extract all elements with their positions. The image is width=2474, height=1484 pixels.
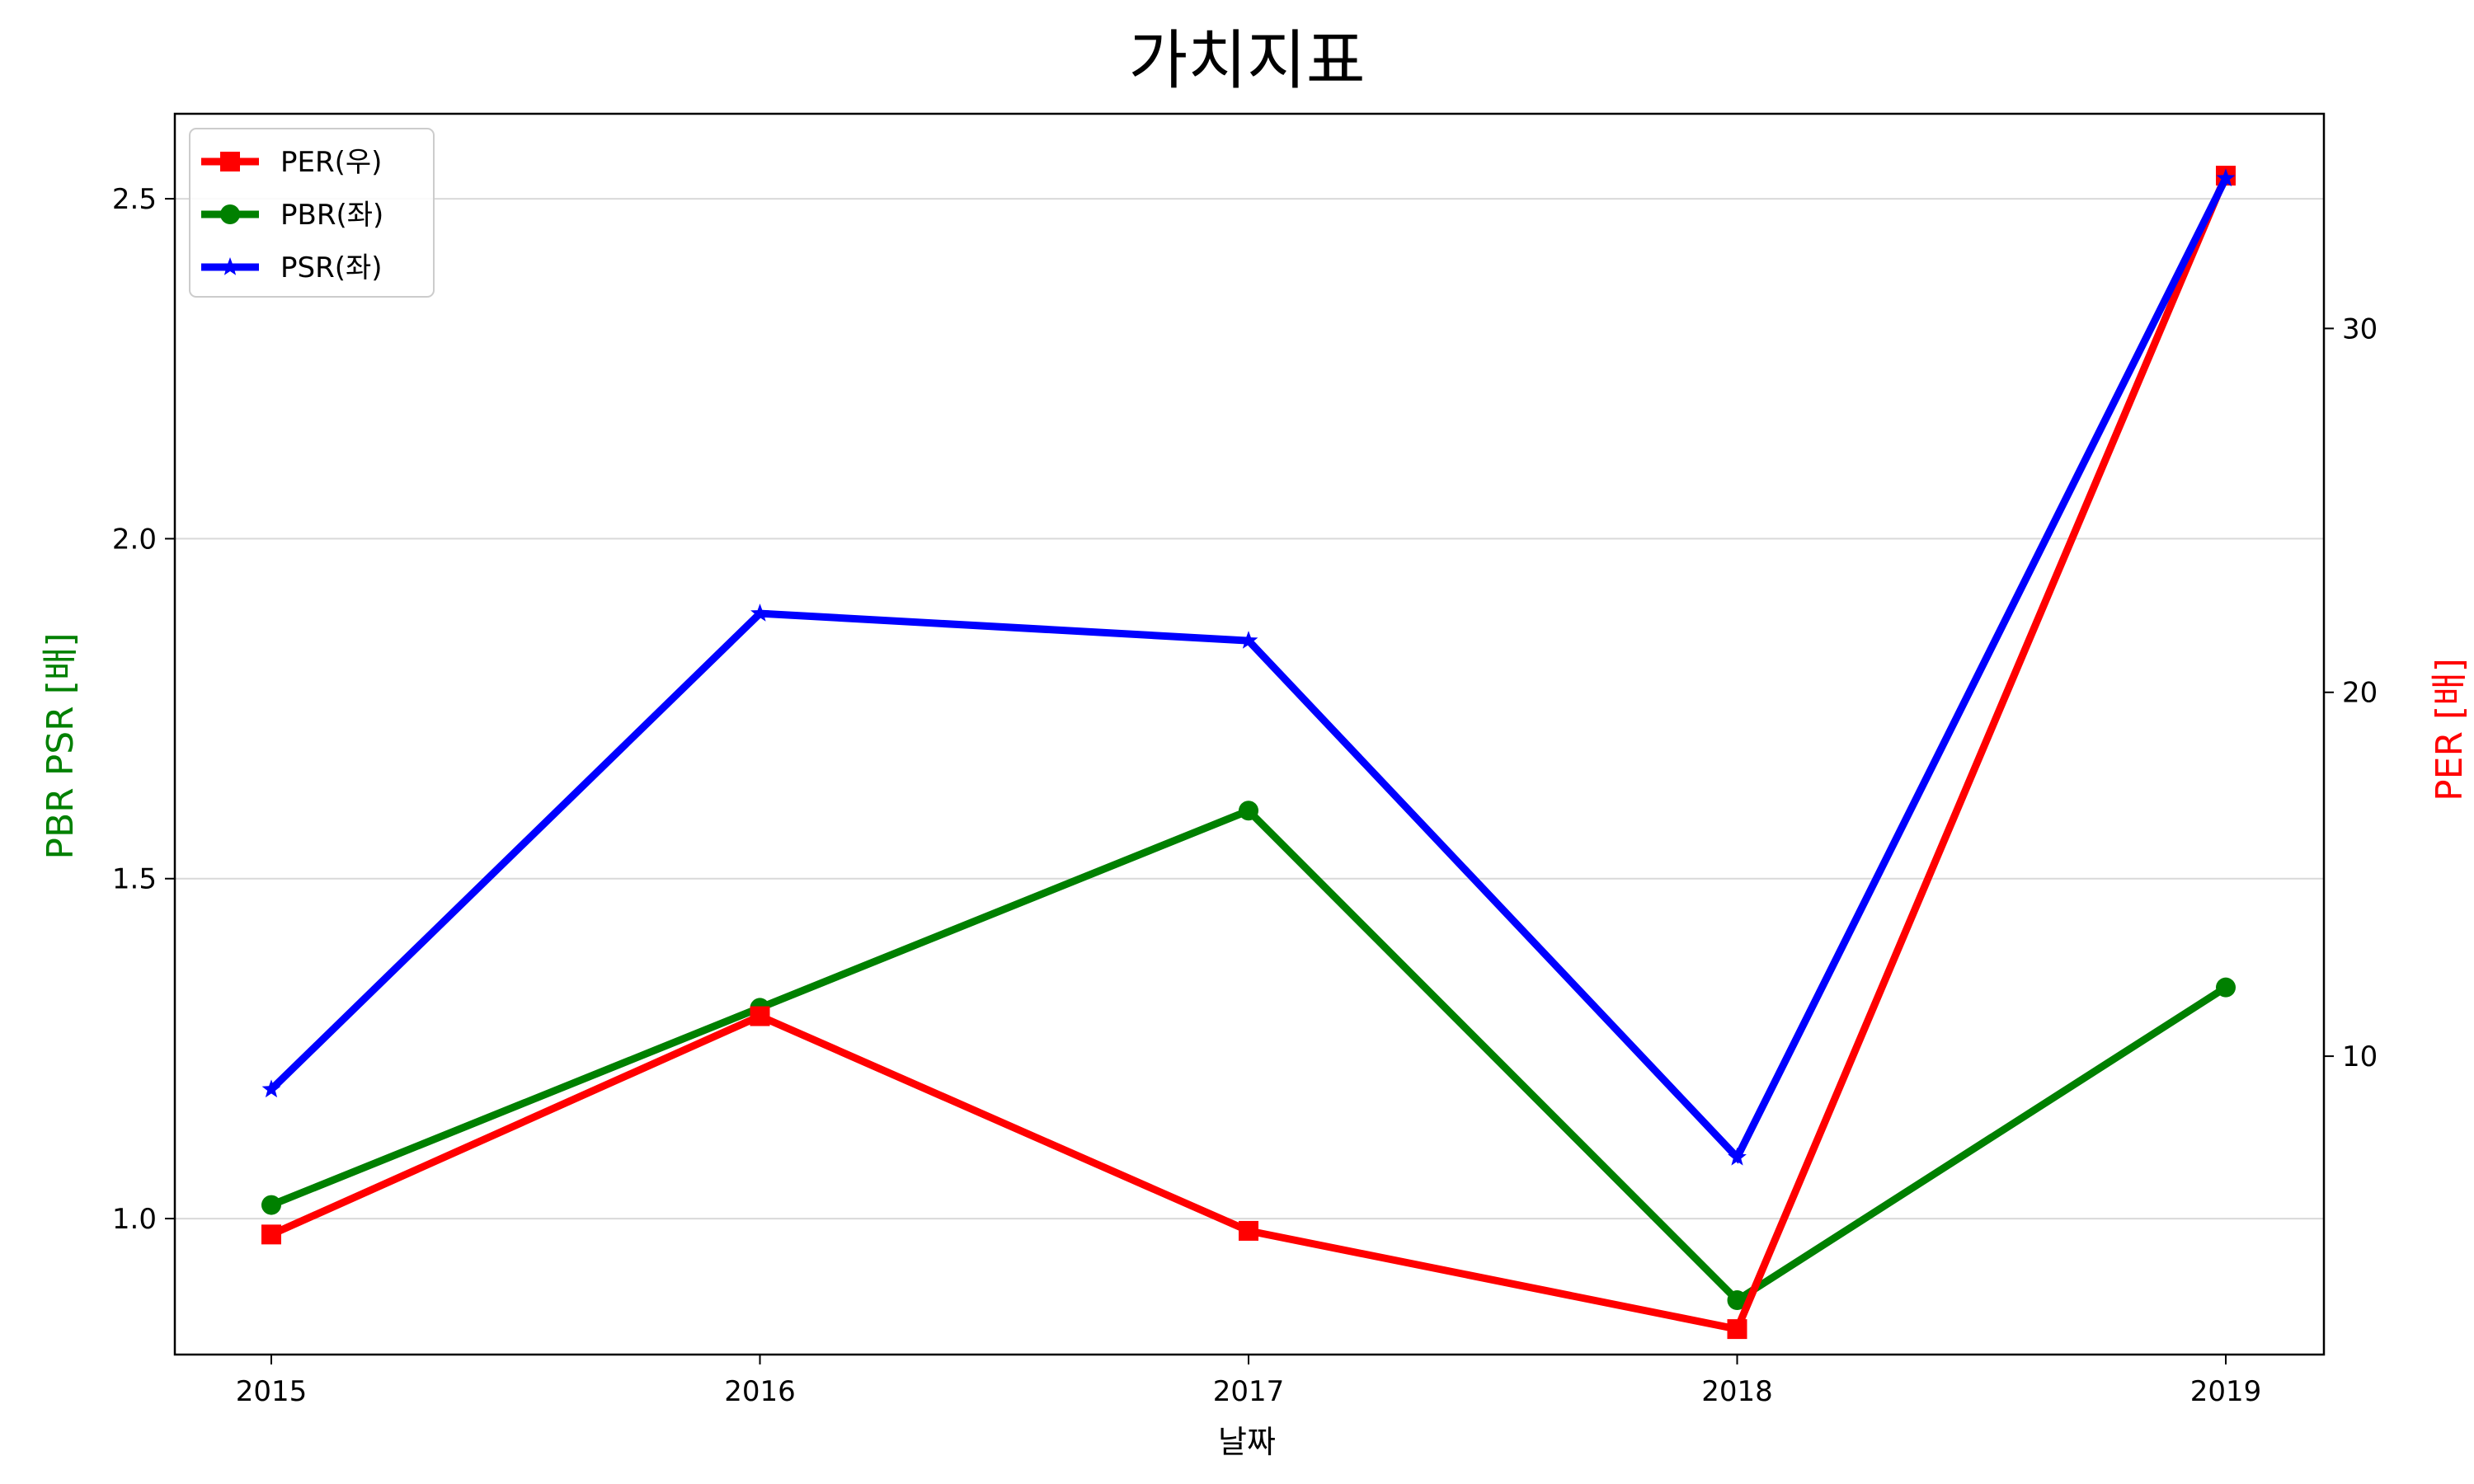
legend-label: PSR(좌) <box>280 251 383 284</box>
y-right-tick-label: 30 <box>2342 312 2378 345</box>
x-tick-label: 2015 <box>236 1375 308 1408</box>
data-point <box>261 1224 281 1245</box>
data-point <box>750 1006 770 1026</box>
data-point <box>1727 1319 1747 1340</box>
series-2 <box>261 168 2236 1166</box>
data-point <box>261 1195 281 1215</box>
series-line <box>270 174 2230 1334</box>
legend-marker <box>220 204 240 224</box>
data-point <box>261 1079 281 1098</box>
y-left-tick-label: 2.0 <box>112 523 157 556</box>
legend-marker <box>220 257 240 275</box>
series-0 <box>261 801 2236 1311</box>
legend-box <box>189 128 435 298</box>
plot-frame <box>173 112 2326 1356</box>
x-tick-label: 2019 <box>2190 1375 2262 1408</box>
legend: PER(우) PBR(좌) PSR(좌) <box>189 128 435 298</box>
data-point <box>750 603 769 622</box>
data-point <box>2216 977 2236 998</box>
legend-item: PER(우) <box>201 146 382 179</box>
legend-label: PBR(좌) <box>280 199 383 232</box>
data-point <box>1728 1147 1747 1166</box>
data-point <box>2216 168 2236 187</box>
legend-item: PSR(좌) <box>201 251 383 284</box>
legend-item: PBR(좌) <box>201 199 383 232</box>
legend-marker <box>220 152 240 171</box>
y-left-tick-label: 1.5 <box>112 863 157 896</box>
series-line <box>268 176 2230 1164</box>
data-point <box>1239 631 1258 649</box>
x-tick-label: 2016 <box>724 1375 796 1408</box>
x-tick-label: 2018 <box>1701 1375 1773 1408</box>
data-point <box>1239 801 1258 821</box>
grid-layer <box>175 198 2324 1220</box>
y-right-tick-label: 10 <box>2342 1040 2378 1073</box>
legend-label: PER(우) <box>280 146 382 179</box>
y-left-tick-label: 2.5 <box>112 183 157 216</box>
series-layer <box>261 166 2236 1340</box>
chart-title: 가치지표 <box>1128 24 1365 98</box>
x-tick-label: 2017 <box>1213 1375 1285 1408</box>
x-axis-label: 날짜 <box>1218 1424 1276 1460</box>
axes-layer: 1.0 1.5 2.0 2.5 10 20 30 2015 2016 2017 2018 2019 <box>112 112 2378 1408</box>
y-right-tick-label: 20 <box>2342 677 2378 710</box>
y-axis-left-label: PBR PSR [배] <box>40 632 82 859</box>
y-axis-right-label: PER [배] <box>2429 658 2471 801</box>
data-point <box>1727 1290 1747 1311</box>
y-left-tick-label: 1.0 <box>112 1203 157 1236</box>
data-point <box>1239 1220 1258 1241</box>
